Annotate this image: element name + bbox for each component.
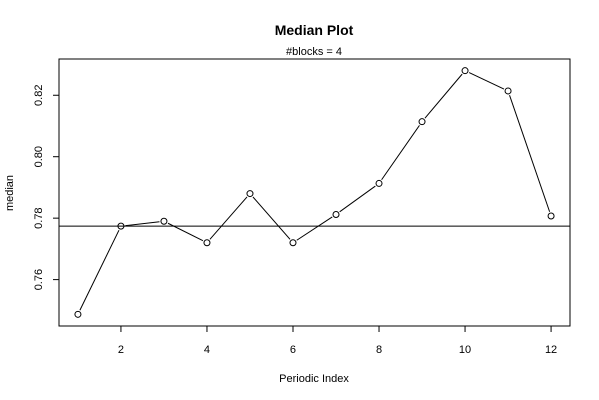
median-series	[74, 67, 555, 318]
series-segment	[125, 221, 160, 227]
y-tick-label: 0.76	[33, 269, 45, 290]
data-point	[418, 118, 426, 126]
series-segment	[209, 196, 248, 240]
series-segment	[339, 185, 376, 213]
y-tick-label: 0.80	[33, 146, 45, 167]
series-segment	[167, 222, 204, 242]
data-point	[375, 179, 383, 187]
y-tick-label: 0.82	[33, 85, 45, 106]
x-axis: 2 4 6 8 10 12	[118, 326, 557, 356]
data-point	[160, 217, 168, 225]
y-axis-label: median	[4, 175, 16, 211]
data-point	[74, 310, 82, 318]
data-point	[547, 212, 555, 220]
series-segment	[509, 95, 551, 212]
data-point	[246, 190, 254, 198]
series-segment	[381, 125, 420, 181]
data-point	[332, 210, 340, 218]
chart-subtitle: #blocks = 4	[286, 46, 342, 58]
x-tick-label: 12	[545, 344, 557, 356]
series-segment	[424, 73, 463, 119]
data-point	[504, 87, 512, 95]
data-point	[289, 239, 297, 247]
data-point	[117, 222, 125, 230]
x-tick-label: 8	[376, 344, 382, 356]
series-segment	[296, 216, 333, 241]
x-axis-label: Periodic Index	[279, 373, 349, 385]
series-segment	[468, 72, 505, 90]
x-tick-label: 6	[290, 344, 296, 356]
x-tick-label: 4	[204, 344, 210, 356]
data-point	[461, 67, 469, 75]
data-point	[203, 239, 211, 247]
y-tick-label: 0.78	[33, 207, 45, 228]
x-tick-label: 2	[118, 344, 124, 356]
series-segment	[79, 229, 120, 311]
x-tick-label: 10	[459, 344, 471, 356]
plot-area-frame	[58, 58, 571, 327]
y-axis: 0.76 0.78 0.80 0.82	[33, 85, 59, 290]
series-segment	[252, 196, 291, 240]
chart-title: Median Plot	[275, 22, 354, 38]
